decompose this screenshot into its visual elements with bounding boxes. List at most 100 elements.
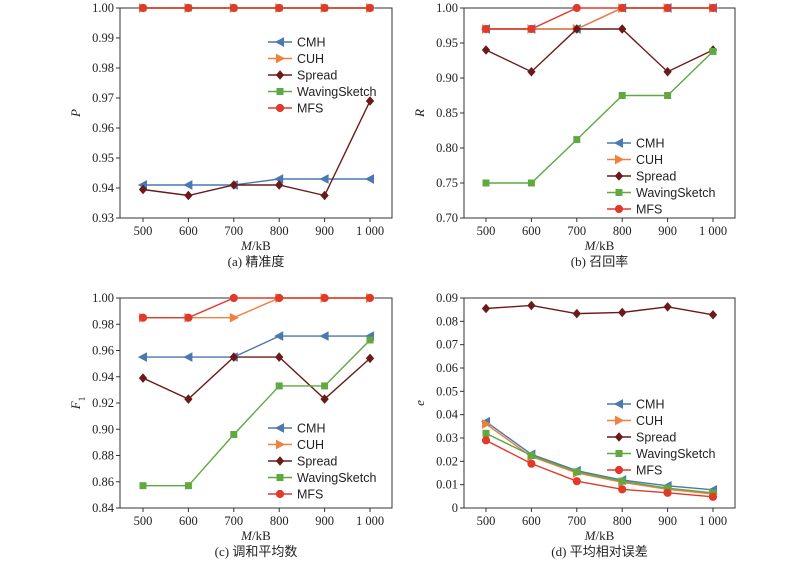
chart-caption: (d) 平均相对误差 [551,544,647,559]
series-line [143,339,371,487]
legend-marker [275,103,285,113]
series-wavingsketch [139,336,374,490]
legend-label: Spread [297,69,337,83]
data-point [618,92,626,99]
x-axis-label: M/kB [240,238,271,253]
y-tick-label: 0.07 [436,338,458,352]
series-line [486,50,714,184]
x-tick-label: 500 [134,224,153,238]
y-tick-label: 0.99 [92,31,114,45]
data-point [275,3,284,13]
data-point [663,66,672,77]
legend-label: CMH [297,422,325,436]
x-tick-label: 700 [567,224,586,238]
data-point [184,190,193,201]
data-point [618,477,626,485]
x-tick-label: 700 [567,514,586,528]
y-tick-label: 0.95 [92,151,114,165]
data-point [527,24,536,34]
y-tick-label: 0.92 [92,396,114,410]
legend-marker [614,171,624,181]
y-axis-label: P [68,109,83,118]
plot-frame [119,7,393,219]
x-tick-label: 700 [224,514,243,528]
legend-label: Spread [297,455,337,469]
x-tick-label: 700 [224,224,243,238]
x-tick-label: 800 [270,514,289,528]
data-point [275,382,283,390]
y-tick-label: 0.75 [436,176,458,190]
legend-marker [614,432,624,442]
data-point [618,3,627,13]
series-spread [481,24,718,77]
data-point [572,477,581,486]
legend-label: Spread [636,431,676,445]
x-tick-label: 1 000 [356,224,384,238]
x-tick-label: 1 000 [699,224,727,238]
legend-marker [613,399,623,409]
x-axis-label: M/kB [584,528,615,543]
data-point [365,96,375,106]
data-point [482,419,492,429]
series-spread [481,300,718,320]
data-point [663,488,672,497]
legend-marker [614,204,624,214]
data-point [138,3,148,13]
series-cmh [137,174,374,190]
data-point [572,308,581,319]
legend-label: CUH [636,414,663,428]
series-line [486,7,713,30]
y-tick-label: 0.86 [92,475,114,489]
data-point [618,24,627,34]
y-tick-label: 0.90 [92,422,114,436]
series-mfs [481,3,718,34]
data-point [229,293,238,303]
data-point [365,353,375,364]
data-point [184,482,192,490]
legend-marker [274,423,284,433]
data-point [138,184,148,195]
data-point [365,293,375,303]
data-point [709,47,717,55]
data-point [229,180,238,190]
data-point [184,313,193,322]
series-mfs [138,293,375,322]
y-tick-label: 0.94 [92,181,115,195]
legend-marker [615,189,623,196]
series-line [142,100,371,197]
y-tick-label: 1.00 [92,1,114,15]
data-point [663,302,672,312]
data-point [708,492,718,501]
data-point [527,459,536,468]
y-tick-label: 1.00 [436,1,458,15]
series-line [143,178,370,186]
y-axis-label: e [412,400,427,406]
data-point [618,485,627,494]
x-tick-label: 900 [315,224,334,238]
data-point [708,310,718,320]
data-point [708,3,718,13]
chart-caption: (a) 精准度 [228,254,285,269]
y-tick-label: 0.93 [92,211,114,225]
series-line [485,439,714,498]
x-tick-label: 900 [315,514,334,528]
plot-frame [463,297,736,509]
series-mfs [138,3,375,13]
x-axis-label: M/kB [584,238,615,253]
y-tick-label: 0 [452,501,458,515]
y-tick-label: 0.02 [436,454,458,468]
legend-label: CMH [297,36,325,50]
x-tick-label: 600 [179,224,198,238]
y-tick-label: 0.95 [436,36,458,50]
legend-marker [275,489,285,499]
legend-label: WavingSketch [297,85,376,99]
data-point [481,436,491,445]
legend: CMH CUH Spread WavingSketch MFS [268,36,376,116]
y-tick-label: 0.90 [436,71,458,85]
data-point [139,482,147,490]
chart-panel-1: 0.93 0.94 0.95 0.96 0.97 0.98 0.99 1.00 500 600 70… [68,1,393,269]
x-tick-label: 800 [270,224,289,238]
legend-marker [274,37,284,47]
legend-label: WavingSketch [636,447,715,461]
data-point [183,352,193,362]
